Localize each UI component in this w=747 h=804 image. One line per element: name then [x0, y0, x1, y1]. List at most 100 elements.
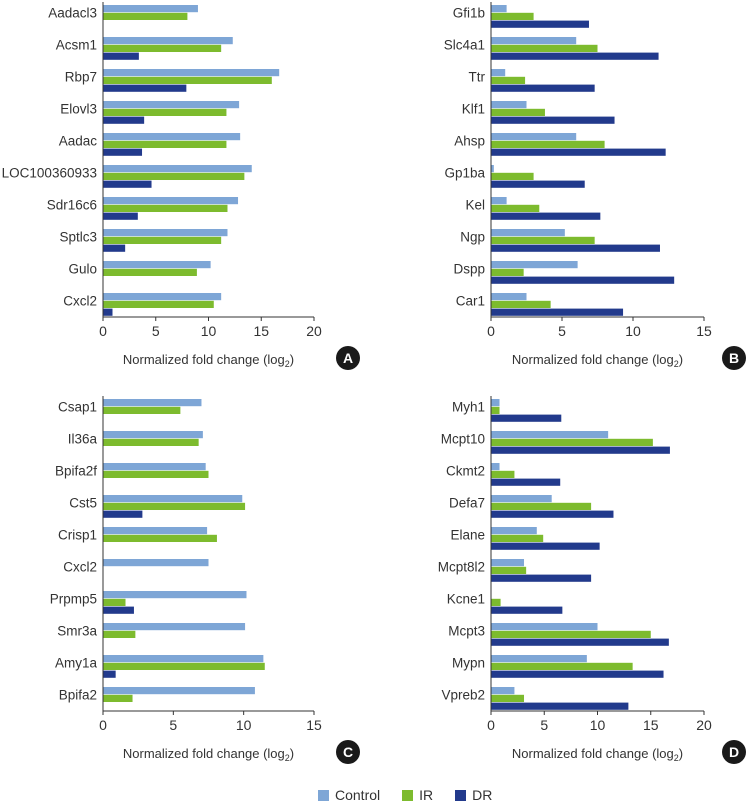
bar-c-smr3a-control: [103, 623, 246, 631]
category-label: Rbp7: [65, 70, 97, 85]
category-label: Prpmp5: [50, 592, 97, 607]
bar-b-ttr-control: [491, 69, 506, 77]
x-tick-label: 15: [696, 323, 712, 339]
bar-c-prpmp5-ir: [103, 598, 126, 606]
bar-b-ttr-ir: [491, 76, 526, 84]
bar-c-amy1a-ir: [103, 662, 265, 670]
x-tick-label: 0: [487, 323, 495, 339]
chart-panel-b: Gfi1b Slc4a1 Ttr Klf1 Ahsp Gp1ba Kel Ngp Dspp Car…: [444, 2, 746, 370]
bar-d-mcpt3-control: [491, 623, 598, 631]
bar-a-cxcl2-ir: [103, 300, 214, 308]
bar-c-csap1-ir: [103, 406, 181, 414]
category-label: Kcne1: [447, 592, 485, 607]
category-label: Klf1: [462, 102, 485, 117]
category-label: Aadac: [59, 134, 98, 149]
bar-a-aadac-control: [103, 133, 241, 141]
bar-c-cst5-dr: [103, 510, 143, 518]
legend-label-dr: DR: [472, 787, 493, 803]
bar-a-aadac-dr: [103, 148, 143, 156]
category-label: Gp1ba: [444, 166, 485, 181]
bar-a-sdr16c6-control: [103, 197, 239, 205]
legend-label-ir: IR: [419, 787, 434, 803]
category-label: Mcpt3: [448, 624, 485, 639]
bar-b-gp1ba-ir: [491, 172, 534, 180]
bar-b-car1-dr: [491, 308, 624, 316]
bar-b-ngp-control: [491, 229, 565, 237]
bar-a-loc100360933-ir: [103, 172, 245, 180]
bar-a-aadacl3-control: [103, 5, 198, 13]
x-tick-label: 20: [306, 323, 322, 339]
bar-b-ahsp-control: [491, 133, 577, 141]
bar-b-ahsp-ir: [491, 140, 605, 148]
category-label: Sdr16c6: [47, 198, 97, 213]
bar-d-mcpt10-dr: [491, 446, 670, 454]
bar-a-sdr16c6-ir: [103, 204, 228, 212]
x-tick-label: 15: [306, 717, 322, 733]
chart-panel-d: Myh1 Mcpt10 Ckmt2 Defa7 Elane Mcpt8l2 Kcne1 Mcp…: [438, 396, 746, 764]
legend-swatch-control: [318, 789, 329, 801]
bar-c-bpifa2f-ir: [103, 470, 209, 478]
bar-c-cst5-ir: [103, 502, 246, 510]
x-tick-label: 10: [236, 717, 252, 733]
bar-d-myh1-dr: [491, 414, 562, 422]
bar-c-prpmp5-control: [103, 591, 247, 599]
bar-d-vpreb2-control: [491, 687, 515, 695]
x-tick-label: 15: [253, 323, 269, 339]
x-axis-label: Normalized fold change (log2): [123, 746, 294, 763]
bar-d-elane-dr: [491, 542, 600, 550]
bar-c-amy1a-control: [103, 655, 264, 663]
legend-item-control: Control: [318, 787, 380, 803]
bar-d-vpreb2-dr: [491, 702, 629, 710]
bar-c-csap1-control: [103, 399, 202, 407]
panel-badge-label: D: [729, 744, 739, 760]
bar-c-bpifa2-control: [103, 687, 255, 695]
bar-b-slc4a1-control: [491, 37, 577, 45]
x-tick-label: 5: [558, 323, 566, 339]
bar-d-mcpt3-ir: [491, 630, 651, 638]
legend: Control IR DR: [318, 786, 492, 804]
bar-a-rbp7-dr: [103, 84, 187, 92]
legend-label-control: Control: [335, 787, 381, 803]
chart-panel-a: Aadacl3 Acsm1 Rbp7 Elovl3 Aadac LOC100360933 S…: [2, 2, 360, 370]
bar-b-gp1ba-control: [491, 165, 494, 173]
bar-a-elovl3-ir: [103, 108, 227, 116]
bar-b-klf1-ir: [491, 108, 545, 116]
legend-swatch-dr: [455, 789, 467, 801]
bar-a-gulo-control: [103, 261, 211, 269]
bar-c-amy1a-dr: [103, 670, 116, 678]
legend-item-ir: IR: [402, 787, 433, 803]
bar-d-vpreb2-ir: [491, 694, 525, 702]
bar-a-sdr16c6-dr: [103, 212, 138, 220]
category-label: Cxcl2: [63, 294, 97, 309]
bar-d-mcpt3-dr: [491, 638, 669, 646]
category-label: Amy1a: [55, 656, 98, 671]
bar-a-sptlc3-dr: [103, 244, 126, 252]
category-label: Bpifa2: [59, 688, 97, 703]
bar-b-gp1ba-dr: [491, 180, 585, 188]
bar-b-gfi1b-dr: [491, 20, 589, 28]
bar-a-acsm1-control: [103, 37, 233, 45]
bar-c-prpmp5-dr: [103, 606, 134, 614]
category-label: Defa7: [449, 496, 485, 511]
x-tick-label: 0: [99, 323, 107, 339]
category-label: Il36a: [68, 432, 98, 447]
bar-b-kel-dr: [491, 212, 601, 220]
bar-d-mypn-dr: [491, 670, 664, 678]
bar-a-aadacl3-ir: [103, 12, 188, 20]
bar-d-ckmt2-control: [491, 463, 500, 471]
bar-b-ngp-ir: [491, 236, 595, 244]
bar-d-myh1-control: [491, 399, 500, 407]
legend-item-dr: DR: [455, 787, 492, 803]
bar-a-acsm1-dr: [103, 52, 139, 60]
bar-c-il36a-ir: [103, 438, 199, 446]
panel-badge: [336, 346, 360, 370]
bar-a-acsm1-ir: [103, 44, 222, 52]
bar-b-ahsp-dr: [491, 148, 666, 156]
bar-d-mcpt10-control: [491, 431, 609, 439]
category-label: Acsm1: [56, 38, 97, 53]
category-label: Gfi1b: [453, 6, 485, 21]
x-axis-label: Normalized fold change (log2): [123, 352, 294, 369]
bar-d-myh1-ir: [491, 406, 500, 414]
bar-a-cxcl2-control: [103, 293, 222, 301]
category-label: Ahsp: [454, 134, 485, 149]
